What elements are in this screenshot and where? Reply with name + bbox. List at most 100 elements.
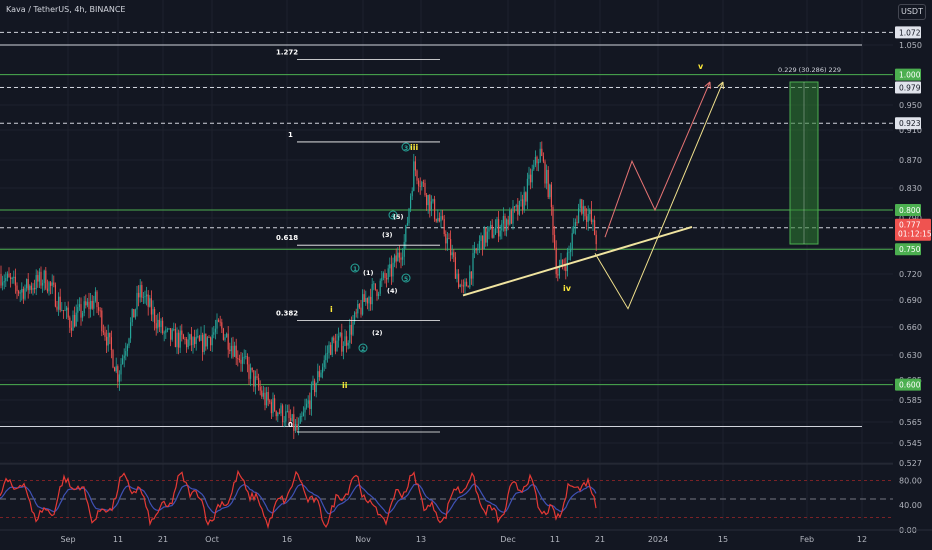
candle-body	[278, 412, 280, 414]
level-badge	[895, 243, 921, 256]
candle-body	[80, 304, 82, 318]
candle-body	[582, 206, 584, 214]
candle-body	[214, 328, 216, 333]
candle-body	[298, 423, 300, 430]
candle-body	[288, 410, 290, 419]
time-tick-label: Nov	[355, 535, 371, 544]
candle-body	[243, 356, 245, 358]
candle-body	[70, 327, 72, 331]
candle-body	[384, 273, 386, 279]
candle-body	[477, 248, 479, 251]
candle-body	[216, 319, 218, 329]
candle-body	[115, 366, 117, 372]
candle-body	[594, 220, 596, 235]
candle-body	[426, 194, 428, 206]
candle-body	[198, 336, 200, 341]
candle-body	[406, 223, 408, 226]
level-badge-label: 0.979	[899, 83, 921, 92]
candle-body	[45, 270, 47, 289]
wave-minor-circle	[358, 343, 368, 353]
candle-body	[371, 284, 373, 305]
candle-body	[496, 219, 498, 228]
candle-body	[91, 300, 93, 309]
candle-body	[6, 273, 8, 278]
candle-body	[358, 304, 360, 308]
candle-body	[146, 294, 148, 297]
candle-body	[323, 360, 325, 368]
candle-body	[469, 271, 471, 288]
price-tick-label: 0.790	[899, 214, 922, 223]
candle-body	[438, 218, 440, 222]
candle-body	[402, 256, 404, 260]
level-badge	[895, 378, 921, 391]
time-tick-label: 11	[550, 535, 560, 544]
candle-body	[296, 423, 298, 430]
candle-body	[99, 310, 101, 312]
candle-body	[494, 227, 496, 235]
candle-body	[386, 278, 388, 280]
candle-body	[315, 382, 317, 393]
candle-body	[189, 334, 191, 340]
candle-body	[181, 330, 183, 335]
candle-body	[227, 333, 229, 350]
candle-body	[5, 277, 7, 282]
currency-button[interactable]: USDT	[898, 4, 926, 20]
time-tick-label: 11	[113, 535, 123, 544]
time-tick-label: 12	[857, 535, 867, 544]
candle-body	[549, 184, 551, 198]
fib-label: 0.618	[276, 234, 298, 242]
time-tick-label: Dec	[500, 535, 515, 544]
candle-body	[200, 335, 202, 341]
candle-body	[520, 199, 522, 201]
candle-body	[349, 324, 351, 343]
candle-body	[512, 206, 514, 224]
candle-body	[400, 257, 402, 260]
candle-body	[59, 296, 61, 311]
candle-body	[421, 182, 423, 187]
candle-body	[517, 205, 519, 215]
candle-body	[178, 332, 180, 348]
candle-body	[498, 219, 500, 237]
candle-body	[326, 352, 328, 354]
candle-body	[365, 298, 367, 302]
candle-body	[48, 282, 50, 292]
candle-body	[557, 274, 559, 276]
candle-body	[10, 277, 12, 280]
candle-body	[518, 200, 520, 215]
candle-body	[466, 281, 468, 287]
candle-body	[259, 387, 261, 391]
candle-body	[35, 275, 37, 290]
candle-body	[432, 199, 434, 202]
candle-body	[118, 374, 120, 382]
candle-body	[123, 355, 125, 359]
candle-body	[368, 296, 370, 304]
candle-body	[339, 332, 341, 336]
wave-paren-label: (1)	[363, 269, 373, 277]
candle-body	[85, 301, 87, 306]
candle-body	[64, 310, 66, 312]
candle-body	[357, 304, 359, 314]
candle-body	[536, 156, 538, 164]
candle-body	[541, 148, 543, 157]
candle-body	[269, 400, 271, 403]
candle-body	[478, 241, 480, 249]
candle-body	[587, 213, 589, 222]
candle-body	[3, 281, 5, 283]
candle-body	[347, 342, 349, 346]
candle-body	[187, 339, 189, 348]
candle-body	[237, 358, 239, 359]
candle-body	[240, 359, 242, 364]
candle-body	[534, 156, 536, 166]
candle-body	[394, 255, 396, 263]
fib-label: 0	[288, 421, 293, 429]
candle-body	[443, 218, 445, 234]
candle-body	[333, 337, 335, 341]
candle-body	[306, 403, 308, 408]
candle-body	[424, 182, 426, 195]
candle-body	[472, 253, 474, 279]
candle-body	[184, 338, 186, 340]
candle-body	[165, 329, 167, 333]
candle-body	[13, 276, 15, 278]
level-badge	[895, 117, 921, 130]
